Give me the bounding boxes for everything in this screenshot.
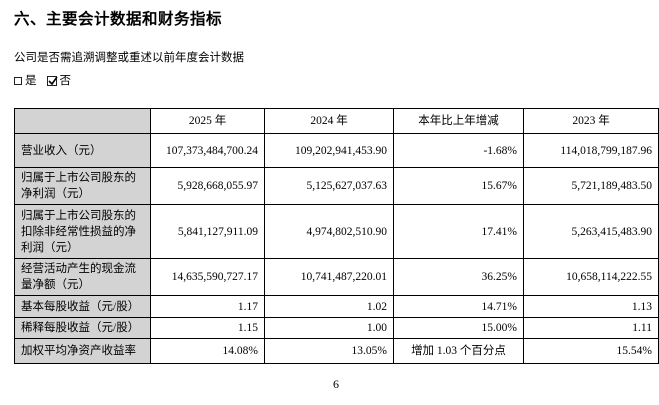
table-row: 营业收入（元） 107,373,484,700.24 109,202,941,4… [14, 133, 659, 168]
col-header-2024: 2024 年 [264, 108, 394, 134]
value-2025: 1.15 [150, 317, 265, 339]
metric-label: 经营活动产生的现金流量净额（元） [14, 258, 151, 296]
value-2024: 5,125,627,037.63 [264, 167, 394, 205]
col-header-metric [14, 108, 151, 134]
table-row: 经营活动产生的现金流量净额（元） 14,635,590,727.17 10,74… [14, 258, 659, 296]
page-number: 6 [333, 377, 339, 391]
value-change: 36.25% [393, 258, 524, 296]
checkbox-yes-label: 是 [25, 75, 37, 87]
metric-label: 归属于上市公司股东的扣除非经常性损益的净利润（元） [14, 204, 151, 259]
value-change: 17.41% [393, 204, 524, 259]
value-change: 15.67% [393, 167, 524, 205]
value-change: 14.71% [393, 295, 524, 318]
col-header-2025: 2025 年 [150, 108, 265, 134]
value-2025: 5,841,127,911.09 [150, 204, 265, 259]
table-row: 归属于上市公司股东的扣除非经常性损益的净利润（元） 5,841,127,911.… [14, 204, 659, 259]
value-2023: 5,263,415,483.90 [523, 204, 659, 259]
value-change: 15.00% [393, 317, 524, 339]
col-header-2023: 2023 年 [523, 108, 659, 134]
metric-label: 归属于上市公司股东的净利润（元） [14, 167, 151, 205]
value-2023: 1.11 [523, 317, 659, 339]
metric-label: 营业收入（元） [14, 133, 151, 168]
table-row: 归属于上市公司股东的净利润（元） 5,928,668,055.97 5,125,… [14, 167, 659, 205]
value-2023: 15.54% [523, 338, 659, 364]
value-2023: 10,658,114,222.55 [523, 258, 659, 296]
value-2024: 13.05% [264, 338, 394, 364]
value-2024: 10,741,487,220.01 [264, 258, 394, 296]
value-2025: 107,373,484,700.24 [150, 133, 265, 168]
financial-indicators-table: 2025 年 2024 年 本年比上年增减 2023 年 营业收入（元） 107… [14, 108, 659, 364]
value-2024: 109,202,941,453.90 [264, 133, 394, 168]
table-header-row: 2025 年 2024 年 本年比上年增减 2023 年 [14, 108, 659, 134]
table-row: 基本每股收益（元/股） 1.17 1.02 14.71% 1.13 [14, 295, 659, 318]
value-2025: 14,635,590,727.17 [150, 258, 265, 296]
section-title: 六、主要会计数据和财务指标 [14, 11, 223, 28]
metric-label: 基本每股收益（元/股） [14, 295, 151, 318]
value-change: 增加 1.03 个百分点 [393, 338, 524, 364]
metric-label: 加权平均净资产收益率 [14, 338, 151, 364]
checkbox-no-checked-icon [46, 76, 58, 86]
value-2024: 1.00 [264, 317, 394, 339]
value-2023: 5,721,189,483.50 [523, 167, 659, 205]
checkbox-no-label: 否 [59, 75, 72, 87]
col-header-change: 本年比上年增减 [393, 108, 524, 134]
value-2023: 114,018,799,187.96 [523, 133, 659, 168]
table-row: 稀释每股收益（元/股） 1.15 1.00 15.00% 1.11 [14, 317, 659, 339]
checkbox-yes-unchecked-icon [14, 77, 22, 85]
value-2024: 4,974,802,510.90 [264, 204, 394, 259]
value-2024: 1.02 [264, 295, 394, 318]
value-2025: 1.17 [150, 295, 265, 318]
value-2025: 5,928,668,055.97 [150, 167, 265, 205]
metric-label: 稀释每股收益（元/股） [14, 317, 151, 339]
value-change: -1.68% [393, 133, 524, 168]
value-2025: 14.08% [150, 338, 265, 364]
value-2023: 1.13 [523, 295, 659, 318]
restatement-options: 是 否 [14, 73, 659, 89]
table-row: 加权平均净资产收益率 14.08% 13.05% 增加 1.03 个百分点 15… [14, 338, 659, 364]
restatement-question: 公司是否需追溯调整或重述以前年度会计数据 [14, 52, 244, 64]
